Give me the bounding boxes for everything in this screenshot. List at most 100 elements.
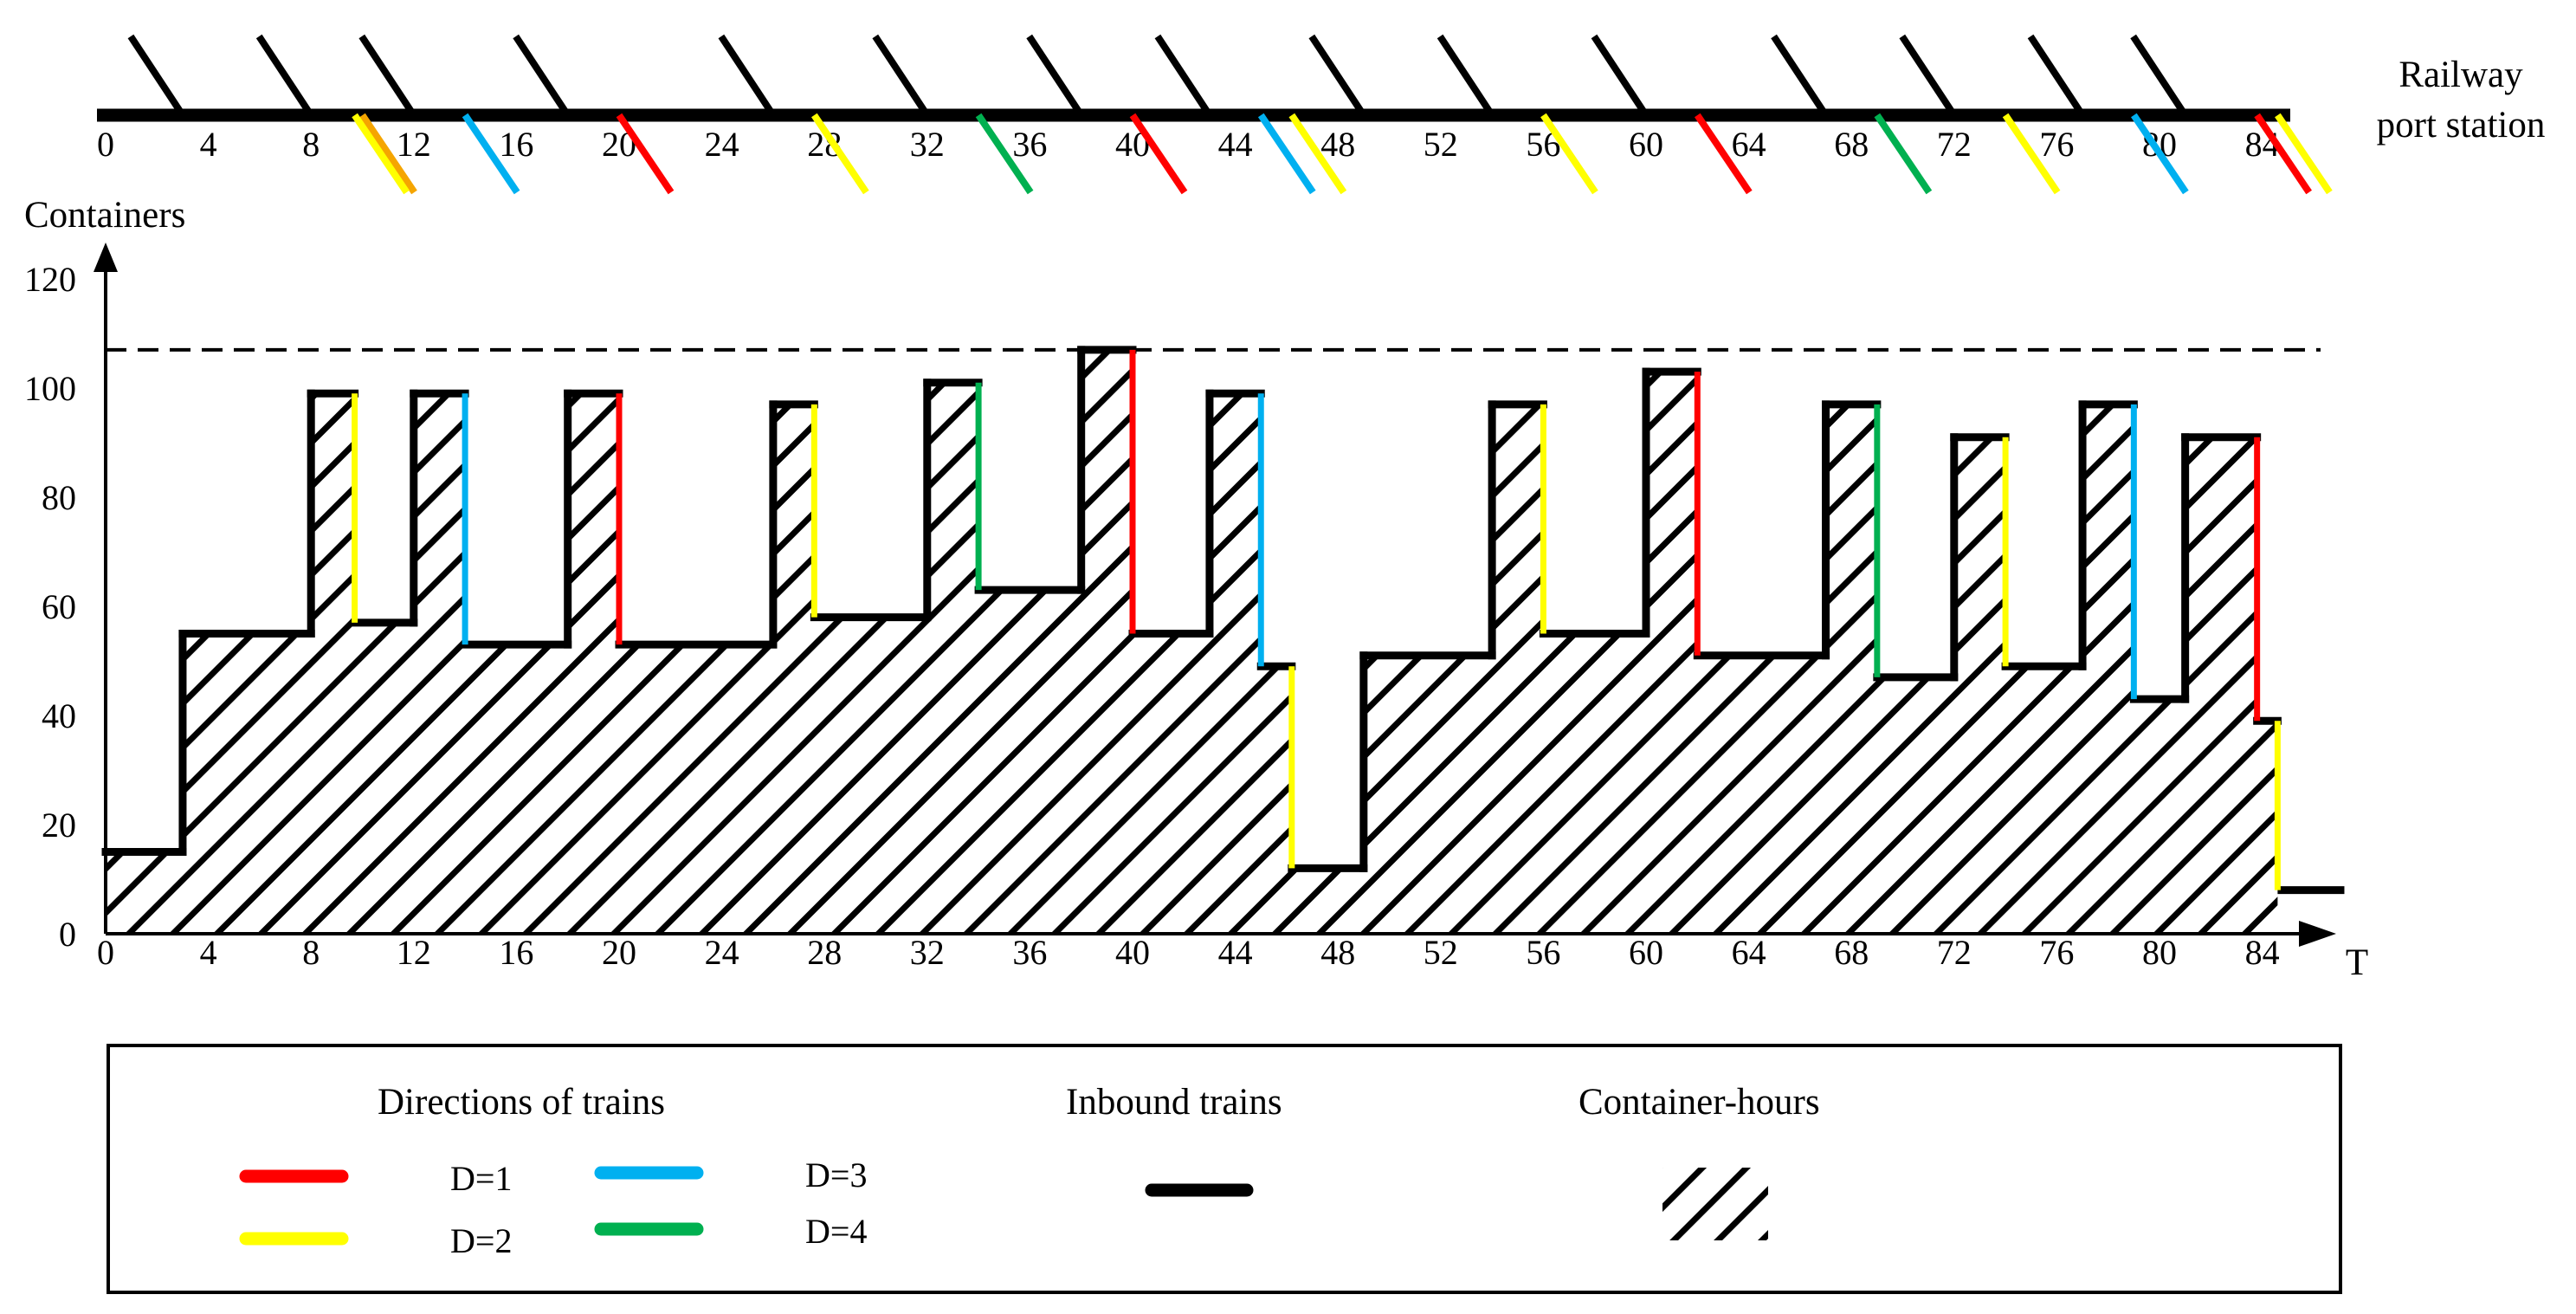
station-tick-label: 48: [1320, 125, 1355, 164]
outbound-train-marker-d1: [1129, 113, 1188, 195]
inbound-train-marker: [127, 34, 186, 118]
legend-hours-swatch: [1662, 1168, 1768, 1240]
x-tick-label: 32: [910, 933, 945, 972]
x-tick-label: 84: [2245, 933, 2280, 972]
outbound-train-marker-d2: [2275, 113, 2333, 195]
x-tick-label: 16: [499, 933, 533, 972]
inbound-train-marker: [1436, 34, 1495, 118]
x-tick-label: 36: [1012, 933, 1047, 972]
station-tick-label: 60: [1629, 125, 1663, 164]
inbound-train-marker: [255, 34, 314, 118]
outbound-train-marker-d3: [462, 113, 520, 195]
outbound-train-marker-d1: [616, 113, 675, 195]
station-label-line1: Railway: [2398, 55, 2523, 95]
inbound-train-marker: [2130, 34, 2188, 118]
outbound-train-marker-d2: [1540, 113, 1598, 195]
x-tick-label: 68: [1834, 933, 1869, 972]
y-tick-label: 20: [42, 806, 76, 845]
outbound-train-marker-d1: [1694, 113, 1753, 195]
inbound-train-markers: [127, 34, 2188, 118]
legend-d1-label: D=1: [450, 1159, 512, 1198]
station-tick-label: 64: [1732, 125, 1766, 164]
station-label-line2: port station: [2377, 105, 2546, 146]
station-tick-label: 44: [1218, 125, 1253, 164]
y-tick-label: 120: [24, 260, 76, 299]
outbound-train-marker-d3: [2131, 113, 2189, 195]
x-tick-label: 40: [1115, 933, 1150, 972]
station-timeline: 0 4 8 12 16 20 24 28 32 36 40 44 48 52 56 60 64 68 72 76 80 8…: [97, 34, 2546, 195]
station-tick-label: 52: [1424, 125, 1458, 164]
y-axis-arrow: [94, 243, 118, 272]
inbound-train-marker: [718, 34, 777, 118]
container-hours-area: [106, 349, 2278, 934]
legend-d4-label: D=4: [805, 1212, 867, 1251]
station-tick-label: 68: [1834, 125, 1869, 164]
y-tick-label: 0: [59, 915, 76, 954]
station-tick-label: 8: [302, 125, 320, 164]
outbound-train-marker-d2: [2002, 113, 2061, 195]
x-tick-label: 60: [1629, 933, 1663, 972]
outbound-train-marker-d2: [1288, 113, 1347, 195]
x-tick-label: 28: [807, 933, 842, 972]
y-tick-label: 60: [42, 587, 76, 626]
legend-inbound-title: Inbound trains: [1066, 1082, 1282, 1123]
station-tick-label: 36: [1012, 125, 1047, 164]
outbound-train-marker-d2: [352, 113, 410, 195]
x-tick-label: 48: [1320, 933, 1355, 972]
inbound-train-marker: [1899, 34, 1958, 118]
outbound-train-marker-d4: [975, 113, 1034, 195]
outbound-train-marker-d1: [2254, 113, 2312, 195]
legend-hours-title: Container-hours: [1579, 1082, 1820, 1123]
station-tick-labels: 0 4 8 12 16 20 24 28 32 36 40 44 48 52 56 60 64 68 72 76 80 8…: [97, 125, 2280, 164]
legend-directions-title: Directions of trains: [378, 1082, 665, 1123]
station-tick-label: 16: [499, 125, 533, 164]
station-tick-label: 24: [705, 125, 739, 164]
outbound-train-marker-orange: [359, 113, 417, 195]
x-tick-label: 12: [397, 933, 431, 972]
inbound-train-marker: [1591, 34, 1650, 118]
outbound-train-marker-d4: [1874, 113, 1933, 195]
station-tick-label: 0: [97, 125, 114, 164]
legend-d3-label: D=3: [805, 1155, 867, 1194]
x-tick-label: 64: [1732, 933, 1766, 972]
x-tick-label: 24: [705, 933, 739, 972]
station-tick-label: 4: [200, 125, 217, 164]
x-tick-label: 20: [602, 933, 636, 972]
inbound-train-marker: [513, 34, 571, 118]
y-tick-label: 40: [42, 696, 76, 735]
inbound-train-marker: [1026, 34, 1085, 118]
outbound-train-marker-d3: [1257, 113, 1316, 195]
inbound-train-marker: [1154, 34, 1213, 118]
station-tick-label: 12: [397, 125, 431, 164]
x-tick-labels: 0 4 8 12 16 20 24 28 32 36 40 44 48 52 56 60 64 68 72 76 80 8…: [97, 933, 2280, 972]
inbound-train-marker: [358, 34, 417, 118]
inbound-train-marker: [1771, 34, 1829, 118]
station-tick-label: 32: [910, 125, 945, 164]
y-tick-label: 80: [42, 478, 76, 517]
outbound-train-marker-d2: [811, 113, 869, 195]
x-tick-label: 44: [1218, 933, 1253, 972]
legend-box: [107, 1044, 2342, 1294]
outbound-drops: [352, 349, 2281, 890]
y-tick-label: 100: [24, 369, 76, 408]
station-tick-label: 76: [2039, 125, 2074, 164]
x-tick-label: 72: [1937, 933, 1972, 972]
station-tick-label: 72: [1937, 125, 1972, 164]
x-tick-label: 80: [2142, 933, 2177, 972]
y-axis-title: Containers: [24, 195, 185, 236]
inbound-train-marker: [1308, 34, 1367, 118]
x-tick-label: 0: [97, 933, 114, 972]
x-tick-label: 56: [1526, 933, 1560, 972]
x-axis-arrow: [2299, 921, 2336, 947]
x-tick-label: 4: [200, 933, 217, 972]
x-axis-title: T: [2346, 942, 2368, 983]
x-tick-label: 76: [2039, 933, 2074, 972]
plot-area: 0 4 8 12 16 20 24 28 32 36 40 44 48 52 56 60 64 68 72 76 80 8…: [24, 195, 2368, 983]
inventory-step-lines: [101, 346, 2345, 895]
x-tick-label: 52: [1424, 933, 1458, 972]
inbound-train-marker: [2027, 34, 2086, 118]
inbound-train-marker: [872, 34, 931, 118]
legend: Directions of trains Inbound trains Cont…: [107, 1044, 2342, 1294]
y-tick-labels: 0 20 40 60 80 100 120: [24, 260, 76, 954]
